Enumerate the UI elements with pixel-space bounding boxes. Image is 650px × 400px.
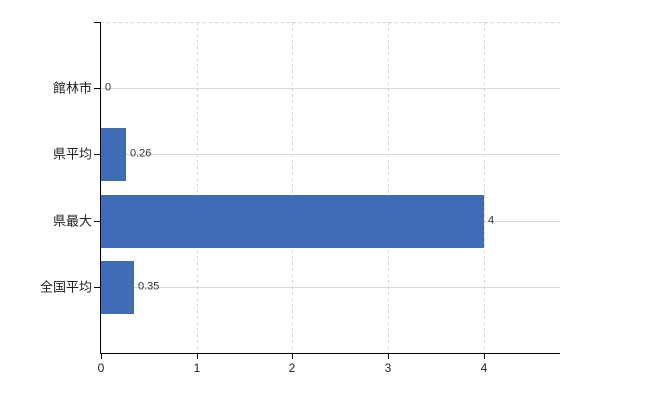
y-axis-tick	[94, 221, 100, 222]
category-label: 県最大	[52, 213, 92, 229]
plot-area: 0 0.26 4 0.35	[100, 22, 560, 354]
bar	[101, 194, 484, 248]
bar-value-label: 0.35	[138, 280, 160, 293]
bar	[101, 260, 134, 314]
x-axis-tick	[484, 354, 485, 359]
gridline-horizontal	[101, 88, 560, 89]
x-axis-tick-label: 2	[288, 361, 296, 375]
y-axis-end-tick	[94, 22, 100, 23]
y-axis-tick	[94, 287, 100, 288]
gridline-vertical	[197, 22, 198, 353]
bar-value-label: 4	[488, 214, 495, 227]
gridline-horizontal	[101, 287, 560, 288]
category-label: 全国平均	[39, 279, 92, 295]
category-label: 県平均	[52, 146, 92, 162]
x-axis-tick-label: 1	[193, 361, 201, 375]
x-axis-tick	[101, 354, 102, 359]
x-axis-tick	[197, 354, 198, 359]
y-axis-tick	[94, 88, 100, 89]
gridline-horizontal	[101, 154, 560, 155]
category-label: 館林市	[52, 80, 92, 96]
gridline-vertical	[388, 22, 389, 353]
bar-value-label: 0.26	[130, 147, 152, 160]
x-axis-tick	[292, 354, 293, 359]
y-axis-tick	[94, 154, 100, 155]
gridline-vertical	[292, 22, 293, 353]
bar	[101, 127, 126, 181]
x-axis-tick-label: 3	[384, 361, 392, 375]
x-axis-tick-label: 0	[97, 361, 105, 375]
x-axis-tick	[388, 354, 389, 359]
gridline-vertical	[484, 22, 485, 353]
plot-top-border	[101, 22, 560, 23]
x-axis-tick-label: 4	[480, 361, 488, 375]
bar-value-label: 0	[105, 81, 112, 94]
